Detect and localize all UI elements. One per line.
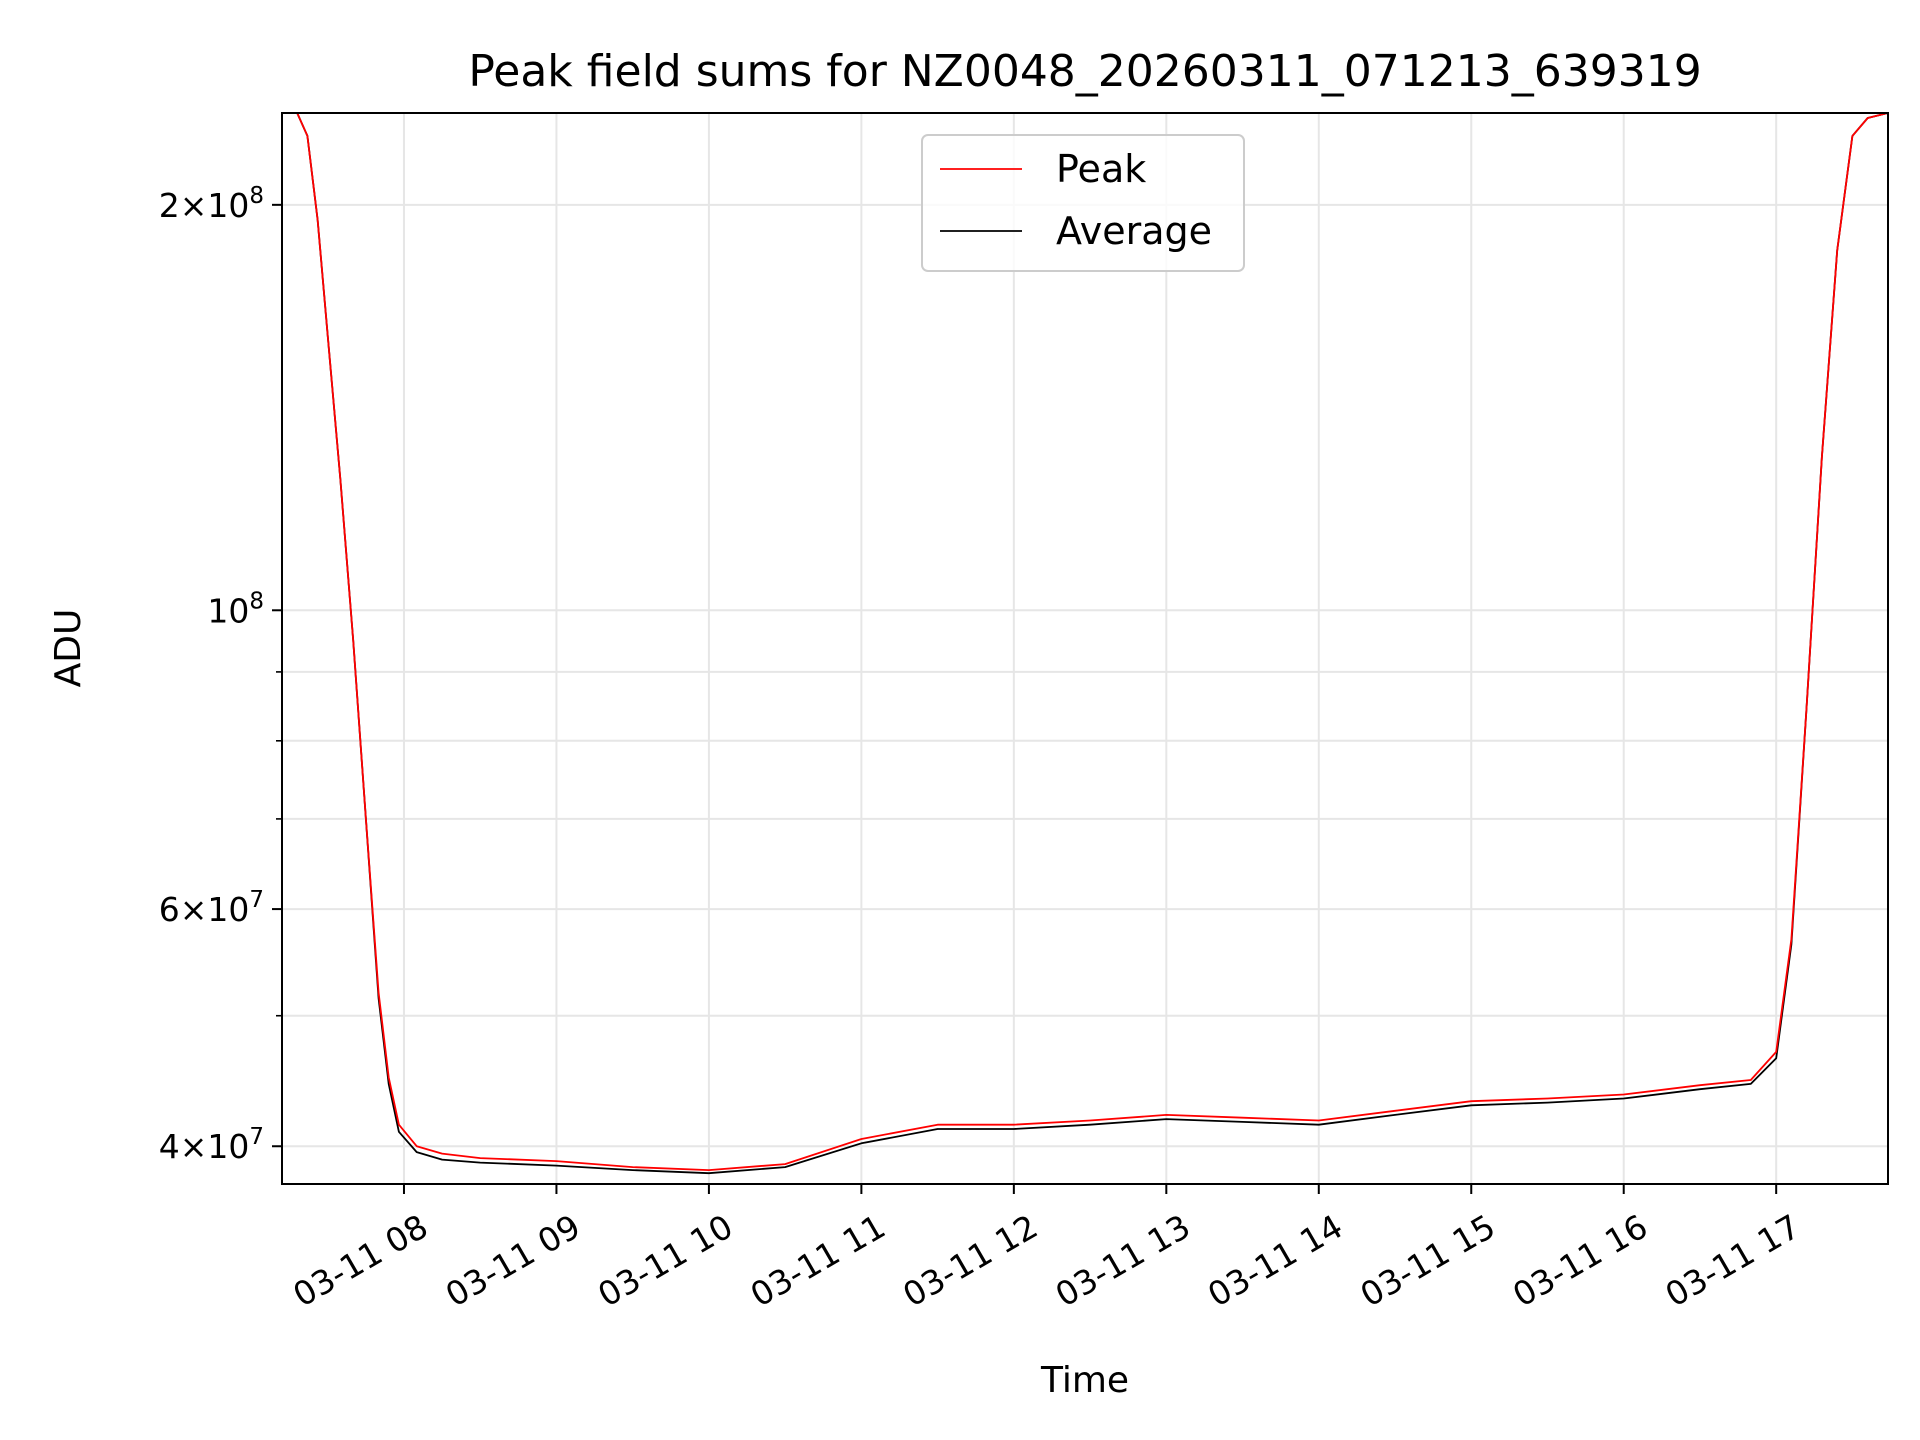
series-line-peak xyxy=(282,113,1888,1171)
plot-frame xyxy=(281,112,1889,1185)
y-tick-mantissa: 2 xyxy=(159,186,180,225)
y-tick-label: 4×107 xyxy=(159,1124,264,1166)
y-tick-times: ×10 xyxy=(180,186,250,225)
y-tick-times: ×10 xyxy=(180,890,250,929)
y-tick-exponent: 8 xyxy=(249,183,264,209)
y-axis-title: ADU xyxy=(48,609,89,688)
y-tick-label: 6×107 xyxy=(159,887,264,929)
y-tick-base: 10 xyxy=(207,591,249,630)
legend-label-peak: Peak xyxy=(1056,147,1146,191)
y-tick-label: 108 xyxy=(207,588,264,630)
x-axis-title: Time xyxy=(1040,1360,1129,1401)
y-tick-exponent: 7 xyxy=(249,887,264,913)
y-tick-times: ×10 xyxy=(180,1127,250,1166)
chart-title: Peak field sums for NZ0048_20260311_0712… xyxy=(468,46,1701,97)
series-layer xyxy=(282,113,1888,1175)
grid xyxy=(282,113,1888,1184)
y-tick-exponent: 8 xyxy=(249,588,264,614)
legend-label-average: Average xyxy=(1056,209,1212,253)
y-tick-mantissa: 4 xyxy=(159,1127,180,1166)
plot-background xyxy=(282,113,1888,1184)
y-tick-exponent: 7 xyxy=(249,1124,264,1150)
y-tick-label: 2×108 xyxy=(159,183,264,225)
y-tick-mantissa: 6 xyxy=(159,890,180,929)
legend: Peak Average xyxy=(921,134,1245,272)
